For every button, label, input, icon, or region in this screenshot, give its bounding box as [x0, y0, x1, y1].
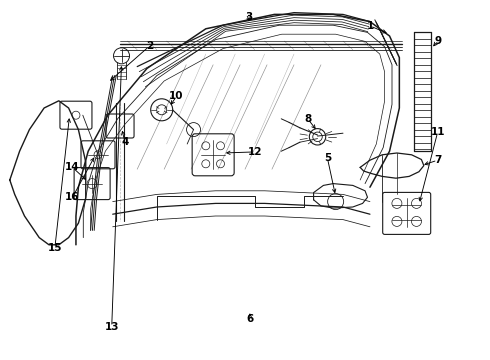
- Text: 9: 9: [434, 36, 441, 46]
- Text: 6: 6: [246, 314, 253, 324]
- Text: 1: 1: [367, 21, 373, 31]
- Text: 12: 12: [247, 147, 262, 157]
- Text: 10: 10: [169, 91, 184, 102]
- Text: 4: 4: [121, 137, 129, 147]
- Text: 3: 3: [245, 12, 252, 22]
- Text: 5: 5: [324, 153, 331, 163]
- Text: 16: 16: [65, 192, 80, 202]
- Text: 2: 2: [146, 41, 153, 51]
- Text: 15: 15: [48, 243, 62, 253]
- Text: 7: 7: [434, 155, 441, 165]
- Text: 14: 14: [65, 162, 80, 172]
- Text: 11: 11: [430, 127, 445, 138]
- Text: 8: 8: [304, 114, 311, 124]
- Text: 13: 13: [104, 322, 119, 332]
